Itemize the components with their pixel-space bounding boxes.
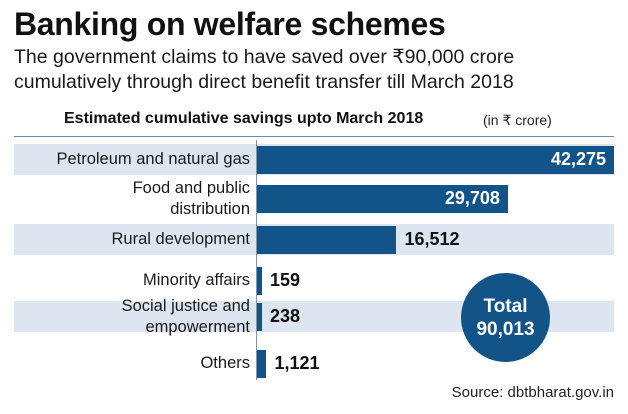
chart-unit: (in ₹ crore) bbox=[483, 112, 552, 128]
category-label: Petroleum and natural gas bbox=[56, 149, 250, 170]
value-label: 1,121 bbox=[274, 352, 320, 373]
category-label-line: Social justice and bbox=[121, 296, 250, 315]
category-label-line: Petroleum and natural gas bbox=[56, 150, 250, 168]
category-label: Social justice and empowerment bbox=[122, 296, 250, 338]
source-note: Source: dbtbharat.gov.in bbox=[451, 384, 614, 401]
category-label-line: Food and public bbox=[132, 178, 250, 197]
total-badge: Total 90,013 bbox=[461, 273, 550, 362]
category-label-line: distribution bbox=[170, 199, 250, 218]
value-label: 159 bbox=[270, 269, 301, 290]
chart-title: Banking on welfare schemes bbox=[14, 6, 446, 42]
value-label: 29,708 bbox=[444, 187, 500, 208]
bar bbox=[257, 266, 262, 295]
category-label-line: Rural development bbox=[111, 230, 251, 248]
heading-rule bbox=[14, 136, 614, 137]
bar bbox=[257, 225, 397, 254]
category-label: Minority affairs bbox=[143, 270, 250, 291]
chart-subtitle: The government claims to have saved over… bbox=[14, 46, 515, 93]
total-label: Total bbox=[483, 295, 528, 317]
chart-heading: Estimated cumulative savings upto March … bbox=[64, 110, 424, 127]
value-label: 16,512 bbox=[404, 228, 460, 249]
category-label: Others bbox=[200, 353, 250, 374]
bar bbox=[257, 184, 508, 213]
category-label: Rural development bbox=[112, 229, 251, 250]
category-label: Food and public distribution bbox=[133, 178, 250, 220]
category-label-line: Others bbox=[200, 354, 250, 372]
category-label-line: Minority affairs bbox=[143, 271, 250, 289]
value-axis-line bbox=[256, 140, 257, 380]
value-label: 238 bbox=[270, 305, 301, 326]
category-label-line: empowerment bbox=[145, 317, 250, 336]
bar bbox=[257, 145, 614, 174]
bar bbox=[257, 349, 267, 378]
value-label: 42,275 bbox=[550, 148, 606, 169]
total-value: 90,013 bbox=[476, 318, 535, 340]
bar bbox=[257, 302, 262, 331]
